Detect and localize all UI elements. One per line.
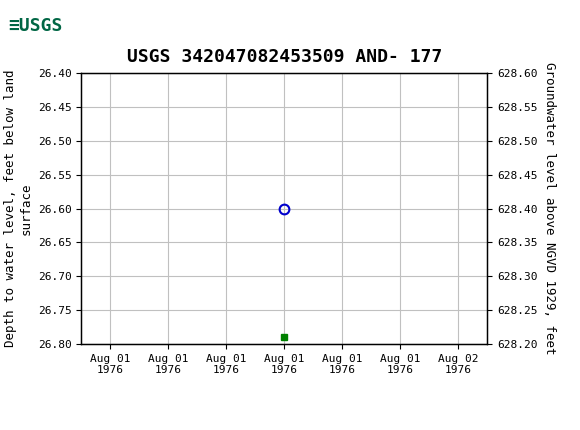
Y-axis label: Depth to water level, feet below land
surface: Depth to water level, feet below land su… <box>4 70 32 347</box>
Y-axis label: Groundwater level above NGVD 1929, feet: Groundwater level above NGVD 1929, feet <box>543 62 556 355</box>
Title: USGS 342047082453509 AND- 177: USGS 342047082453509 AND- 177 <box>126 48 442 66</box>
Text: ≡USGS: ≡USGS <box>9 17 63 35</box>
Legend: Period of approved data: Period of approved data <box>175 429 393 430</box>
FancyBboxPatch shape <box>3 4 78 47</box>
